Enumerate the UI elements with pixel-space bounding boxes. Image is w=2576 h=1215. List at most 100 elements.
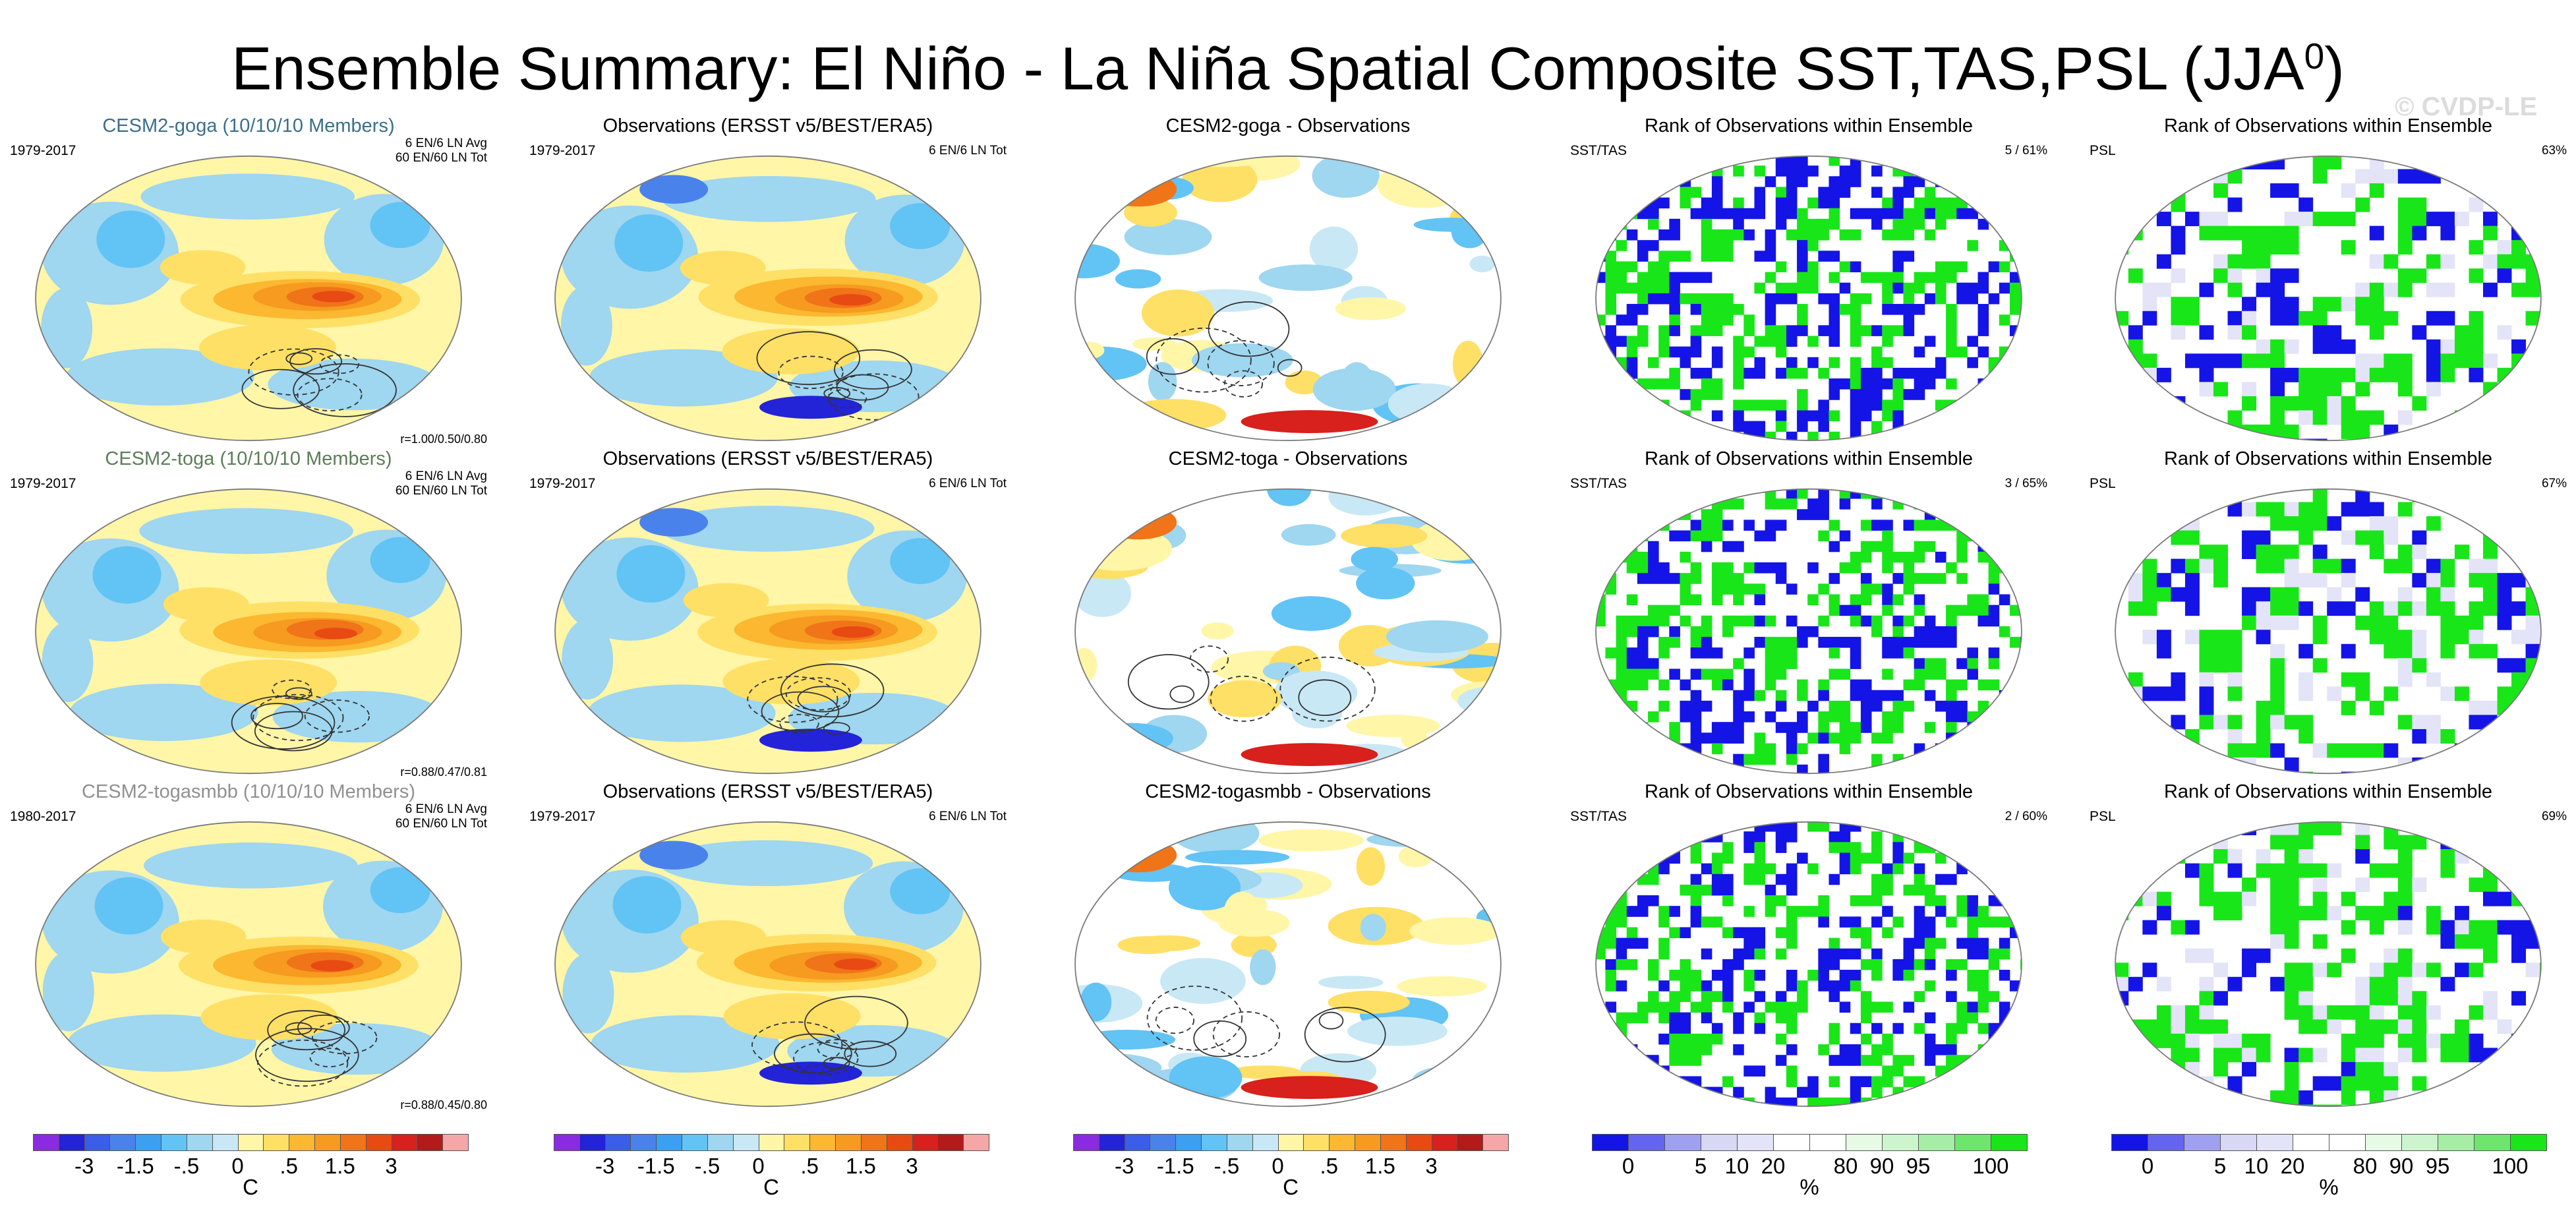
row3-rank-sst-panel-map-cell-95: [1626, 863, 1638, 875]
row2-rank-sst-panel-map-cell-384: [1690, 700, 1702, 712]
row3-rank-sst-panel-map-cell-453: [1946, 1055, 1957, 1066]
row3-rank-sst-panel-map-cell-124: [1786, 874, 1798, 885]
colorbar-5-swatch-8: [2401, 1134, 2438, 1151]
row2-rank-psl-panel-map-cell-189: [2199, 658, 2214, 673]
row1-rank-sst-panel-map-cell-209: [1988, 261, 2000, 273]
row1-rank-sst-panel-map-cell-156: [1818, 229, 1829, 241]
row1-rank-psl-panel-map-cell-259: [2270, 410, 2285, 425]
colorbar-2-swatch-10: [809, 1134, 836, 1151]
row2-rank-psl-panel-map-cell-37: [2369, 516, 2384, 531]
row3-rank-psl-panel-map-cell-304: [2440, 1090, 2455, 1105]
row3-rank-sst-panel-map-cell-90: [1977, 852, 1989, 864]
row1-rank-sst-panel-map-cell-65: [1977, 187, 1989, 198]
row2-rank-sst-panel-map-cell-210: [1882, 605, 1893, 616]
row3-rank-sst-panel-map-cell-300: [1967, 970, 1978, 981]
row1-rank-sst-panel-map-cell-70: [1596, 197, 1606, 209]
row3-rank-psl-panel-map-cell-124: [2525, 920, 2540, 935]
row1-diff-panel-map-anomaly-nw: [1099, 172, 1177, 207]
row3-rank-sst-panel-map-cell-468: [1882, 1065, 1893, 1077]
row1-rank-sst-panel-map-cell-490: [1637, 410, 1649, 422]
row1-rank-sst-panel-map-cell-408: [1733, 367, 1744, 379]
row3-rank-sst-panel-map-cell-304: [1616, 980, 1627, 992]
colorbar-3-swatch-1: [1098, 1134, 1125, 1151]
row1-rank-sst-panel-variable: SST/TAS: [1570, 143, 1627, 158]
row1-rank-psl-panel-map: [2115, 155, 2542, 442]
row3-rank-sst-panel-map-cell-461: [1626, 1065, 1638, 1077]
row2-rank-psl-panel-map-cell-117: [2397, 587, 2413, 602]
row2-rank-sst-panel-map-cell-134: [1637, 562, 1649, 574]
row1-rank-psl-panel-map-cell-113: [2270, 268, 2285, 283]
row1-diff-panel-map-anomaly-29: [1373, 423, 1461, 441]
row2-rank-sst-panel-map-cell-389: [1829, 700, 1840, 712]
row1-rank-sst-panel-map-cell-207: [1946, 261, 1957, 273]
row3-rank-sst-panel-map-cell-117: [1648, 874, 1659, 885]
row3-rank-sst-panel-map-cell-504: [1850, 1086, 1861, 1098]
row2-rank-sst-panel-map-cell-103: [1829, 541, 1840, 552]
row2-rank-psl-panel-map-cell-235: [2369, 700, 2384, 715]
row1-rank-sst-panel-map-cell-15: [1626, 165, 1638, 177]
row3-rank-sst-panel-map-cell-164: [1999, 895, 2010, 906]
row3-rank-psl-panel-map-cell-188: [2171, 1005, 2186, 1020]
row1-obs-panel-map-anomaly-4: [614, 214, 684, 272]
row1-diff-panel-map-anomaly-21: [1075, 215, 1092, 253]
colorbar-2-unit: C: [763, 1175, 779, 1199]
row1-rank-sst-panel-map-cell-511: [1743, 421, 1755, 432]
row2-rank-sst-panel-map-cell-450: [1807, 732, 1819, 744]
row2-rank-psl-panel-map-cell-180: [2298, 643, 2314, 659]
row2-rank-sst-panel-map-cell-267: [1765, 637, 1776, 648]
row2-rank-sst-panel-map-cell-344: [1711, 679, 1723, 691]
row3-rank-sst-panel-map-cell-333: [1914, 991, 1925, 1002]
row2-ensemble-panel-title: CESM2-toga (10/10/10 Members): [105, 448, 392, 469]
row1-rank-sst-panel-map-cell-108: [1786, 208, 1798, 220]
row3-rank-sst-panel-map-cell-408: [1860, 1033, 1872, 1045]
row2-rank-psl-panel-map-cell-283: [2511, 743, 2527, 758]
colorbar-5-swatch-0: [2111, 1134, 2148, 1151]
row3-rank-sst-panel-map-cell-520: [1701, 1097, 1712, 1107]
row3-rank-psl-panel-map-cell-259: [2412, 1048, 2427, 1063]
row3-rank-psl-panel-map-cell-45: [2128, 863, 2143, 878]
row2-obs-panel-map-contour-2: [797, 686, 850, 713]
row3-rank-sst-panel-map-cell-349: [1797, 1001, 1808, 1013]
row1-rank-psl-panel-map-cell-92: [2497, 240, 2512, 255]
row3-rank-psl-panel-map-cell-313: [2256, 1104, 2271, 1107]
row2-rank-psl-panel-map-cell-298: [2184, 771, 2200, 774]
row3-rank-sst-panel-map-cell-201: [1946, 916, 1957, 928]
row1-rank-sst-panel-map-cell-68: [2009, 187, 2021, 198]
colorbar-4-swatch-8: [1882, 1134, 1919, 1151]
row3-rank-psl-panel-map-cell-101: [2312, 906, 2327, 921]
row2-rank-sst-panel-map-cell-114: [1616, 551, 1627, 563]
row3-rank-psl-panel-map-cell-149: [2298, 963, 2314, 978]
row2-rank-psl-panel-map-cell-273: [2256, 743, 2271, 758]
row1-rank-psl-panel-map-cell-188: [2511, 339, 2527, 354]
row2-diff-panel-map-contour-0: [1169, 685, 1195, 703]
row2-rank-sst-panel-map-cell-343: [1680, 679, 1691, 691]
row1-rank-psl-panel-map-cell-182: [2327, 339, 2342, 354]
row1-rank-sst-panel-map-cell-282: [1967, 293, 1978, 305]
row3-rank-sst-panel-map-cell-400: [1658, 1033, 1670, 1045]
row2-rank-sst-panel-map-cell-420: [1669, 722, 1680, 733]
row3-rank-psl-panel-map-cell-252: [2284, 1048, 2299, 1063]
row1-rank-sst-panel-map-cell-131: [1807, 218, 1819, 230]
row3-rank-sst-panel-map-cell-407: [1829, 1033, 1840, 1045]
row2-rank-psl-panel-map-cell-12: [2128, 502, 2143, 517]
row3-ensemble-panel-map-anomaly-5: [370, 867, 430, 914]
row1-rank-sst-panel-map-cell-103: [1722, 208, 1734, 220]
row2-rank-psl-panel-map-cell-104: [2511, 573, 2527, 588]
row2-rank-sst-panel-map-cell-109: [1956, 541, 1968, 552]
row2-rank-sst-panel-map-cell-318: [1616, 668, 1627, 680]
row2-rank-psl-panel-map-cell-208: [2397, 672, 2413, 687]
row1-diff-panel-map-anomaly-23: [1446, 171, 1501, 204]
row3-rank-sst-panel-map-cell-105: [1839, 863, 1851, 875]
row3-rank-psl-panel-map-cell-110: [2171, 920, 2186, 935]
row2-rank-sst-panel-map-cell-185: [1988, 583, 2000, 595]
row2-rank-sst-panel-map-cell-93: [1967, 530, 1978, 542]
row2-rank-sst-panel-map-cell-120: [1860, 551, 1872, 563]
row3-rank-psl-panel-map-cell-119: [2454, 920, 2469, 935]
row2-rank-psl-panel-map-cell-98: [2412, 573, 2427, 588]
row2-rank-psl-panel-map-cell-9: [2440, 489, 2455, 502]
row2-rank-sst-panel-map-cell-431: [1860, 722, 1872, 733]
row1-rank-sst-panel-map-cell-273: [1818, 293, 1829, 305]
row1-rank-sst-panel-map-cell-309: [1616, 314, 1627, 326]
row3-ensemble-panel-map-contour-6: [255, 1028, 359, 1082]
row2-rank-psl-panel-map-cell-121: [2497, 587, 2512, 602]
